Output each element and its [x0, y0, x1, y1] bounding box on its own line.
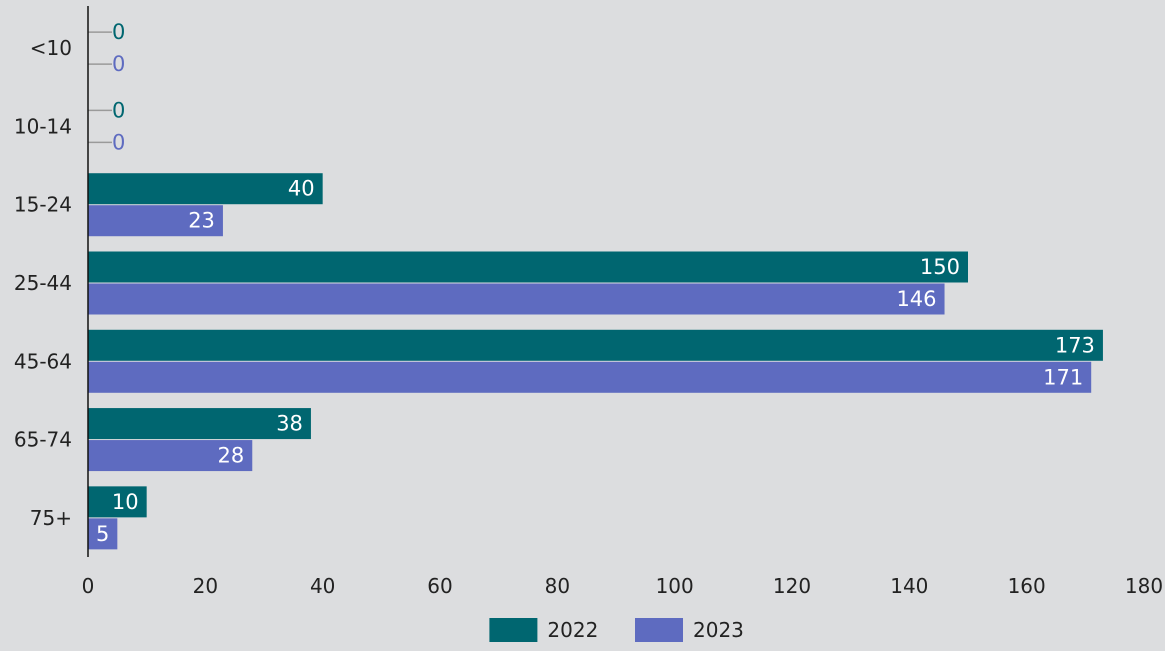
bar [88, 440, 253, 472]
data-label: 150 [920, 255, 960, 279]
category-label: 75+ [30, 506, 72, 530]
data-label: 0 [112, 52, 125, 76]
x-tick-label: 140 [890, 574, 928, 598]
x-tick-label: 160 [1008, 574, 1046, 598]
x-tick-label: 0 [82, 574, 95, 598]
data-label: 0 [112, 130, 125, 154]
category-label: 25-44 [14, 271, 72, 295]
legend-label: 2022 [547, 618, 598, 642]
category-label: 65-74 [14, 428, 72, 452]
data-label: 5 [96, 522, 109, 546]
x-tick-label: 20 [193, 574, 218, 598]
category-label: <10 [30, 36, 72, 60]
data-label: 10 [112, 490, 139, 514]
category-label: 10-14 [14, 114, 72, 138]
data-label: 23 [188, 209, 215, 233]
category-label: 15-24 [14, 193, 72, 217]
bar [88, 486, 147, 518]
data-label: 146 [896, 287, 936, 311]
data-label: 173 [1055, 333, 1095, 357]
data-label: 0 [112, 20, 125, 44]
bar [88, 329, 1103, 361]
legend-swatch [635, 618, 683, 642]
bar [88, 205, 223, 237]
data-label: 171 [1043, 365, 1083, 389]
x-tick-label: 100 [656, 574, 694, 598]
x-tick-label: 80 [545, 574, 570, 598]
data-label: 38 [276, 412, 303, 436]
bar [88, 173, 323, 205]
legend-label: 2023 [693, 618, 744, 642]
x-tick-label: 60 [427, 574, 452, 598]
data-label: 28 [218, 444, 245, 468]
bar [88, 408, 311, 440]
x-tick-label: 40 [310, 574, 335, 598]
bar [88, 361, 1092, 393]
legend-swatch [489, 618, 538, 642]
data-label: 0 [112, 98, 125, 122]
x-tick-label: 180 [1125, 574, 1163, 598]
bar [88, 518, 118, 550]
data-label: 40 [288, 177, 315, 201]
bar [88, 283, 945, 315]
category-label: 45-64 [14, 349, 72, 373]
bar [88, 251, 968, 283]
x-tick-label: 120 [773, 574, 811, 598]
